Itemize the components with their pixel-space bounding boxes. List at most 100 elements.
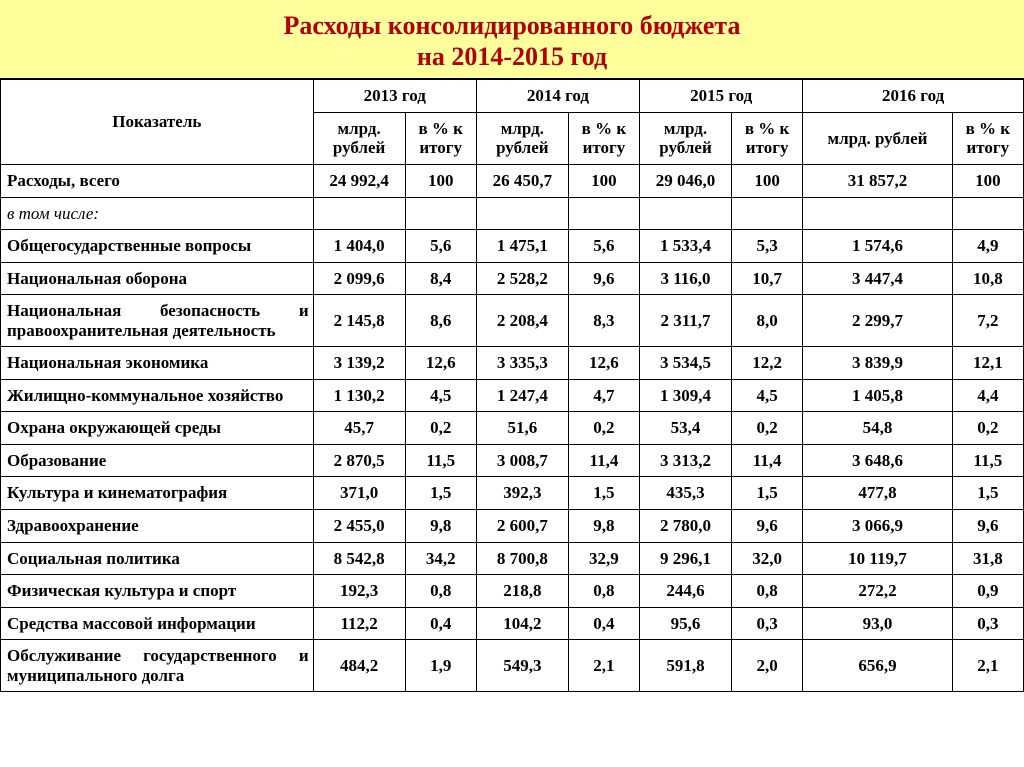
percent-cell: 8,0 [732,295,803,347]
header-sub-percent: в % к итогу [952,112,1023,164]
percent-cell: 12,6 [568,347,639,380]
header-year-2013: 2013 год [313,80,476,113]
value-cell: 392,3 [476,477,568,510]
percent-cell: 100 [405,165,476,198]
empty-cell [313,197,405,230]
percent-cell: 0,2 [952,412,1023,445]
percent-cell: 10,7 [732,262,803,295]
table-head: Показатель 2013 год 2014 год 2015 год 20… [1,80,1024,165]
percent-cell: 31,8 [952,542,1023,575]
title-line-2: на 2014-2015 год [0,41,1024,72]
value-cell: 104,2 [476,607,568,640]
header-sub-percent: в % к итогу [568,112,639,164]
row-label: в том числе: [1,197,314,230]
table-row: Средства массовой информации112,20,4104,… [1,607,1024,640]
value-cell: 1 475,1 [476,230,568,263]
percent-cell: 4,9 [952,230,1023,263]
header-sub-percent: в % к итогу [732,112,803,164]
value-cell: 53,4 [640,412,732,445]
row-label: Культура и кинематография [1,477,314,510]
empty-cell [568,197,639,230]
value-cell: 2 208,4 [476,295,568,347]
table-row: Социальная политика8 542,834,28 700,832,… [1,542,1024,575]
percent-cell: 9,6 [568,262,639,295]
value-cell: 1 247,4 [476,379,568,412]
value-cell: 656,9 [803,640,952,692]
row-label: Охрана окружающей среды [1,412,314,445]
row-label: Социальная политика [1,542,314,575]
percent-cell: 100 [952,165,1023,198]
percent-cell: 1,5 [405,477,476,510]
value-cell: 218,8 [476,575,568,608]
value-cell: 45,7 [313,412,405,445]
value-cell: 8 700,8 [476,542,568,575]
value-cell: 2 455,0 [313,510,405,543]
empty-cell [476,197,568,230]
header-sub-percent: в % к итогу [405,112,476,164]
table-row: Национальная экономика3 139,212,63 335,3… [1,347,1024,380]
table-row: Культура и кинематография371,01,5392,31,… [1,477,1024,510]
value-cell: 2 311,7 [640,295,732,347]
percent-cell: 4,4 [952,379,1023,412]
value-cell: 2 145,8 [313,295,405,347]
value-cell: 3 534,5 [640,347,732,380]
percent-cell: 12,2 [732,347,803,380]
value-cell: 435,3 [640,477,732,510]
value-cell: 2 299,7 [803,295,952,347]
percent-cell: 8,4 [405,262,476,295]
header-sub-value: млрд. рублей [640,112,732,164]
header-sub-value: млрд. рублей [476,112,568,164]
header-sub-value: млрд. рублей [313,112,405,164]
value-cell: 477,8 [803,477,952,510]
value-cell: 8 542,8 [313,542,405,575]
value-cell: 10 119,7 [803,542,952,575]
header-year-2015: 2015 год [640,80,803,113]
value-cell: 3 648,6 [803,444,952,477]
value-cell: 272,2 [803,575,952,608]
percent-cell: 9,6 [732,510,803,543]
table-row: Общегосударственные вопросы1 404,05,61 4… [1,230,1024,263]
value-cell: 1 130,2 [313,379,405,412]
table-row: Обслуживание государственного и муниципа… [1,640,1024,692]
percent-cell: 32,9 [568,542,639,575]
percent-cell: 100 [568,165,639,198]
percent-cell: 11,4 [568,444,639,477]
percent-cell: 0,8 [405,575,476,608]
value-cell: 371,0 [313,477,405,510]
percent-cell: 5,6 [405,230,476,263]
value-cell: 2 780,0 [640,510,732,543]
value-cell: 29 046,0 [640,165,732,198]
percent-cell: 1,5 [568,477,639,510]
value-cell: 1 405,8 [803,379,952,412]
percent-cell: 0,8 [568,575,639,608]
title-band: Расходы консолидированного бюджета на 20… [0,0,1024,79]
value-cell: 112,2 [313,607,405,640]
value-cell: 2 600,7 [476,510,568,543]
row-label: Обслуживание государственного и муниципа… [1,640,314,692]
value-cell: 26 450,7 [476,165,568,198]
value-cell: 93,0 [803,607,952,640]
percent-cell: 12,6 [405,347,476,380]
value-cell: 1 404,0 [313,230,405,263]
row-label: Образование [1,444,314,477]
value-cell: 3 116,0 [640,262,732,295]
table-row: Национальная безопасность и правоохранит… [1,295,1024,347]
percent-cell: 11,5 [405,444,476,477]
value-cell: 95,6 [640,607,732,640]
percent-cell: 2,1 [568,640,639,692]
percent-cell: 9,8 [405,510,476,543]
value-cell: 24 992,4 [313,165,405,198]
empty-cell [640,197,732,230]
percent-cell: 0,3 [732,607,803,640]
percent-cell: 32,0 [732,542,803,575]
row-label: Национальная экономика [1,347,314,380]
value-cell: 2 528,2 [476,262,568,295]
percent-cell: 4,5 [405,379,476,412]
percent-cell: 0,2 [568,412,639,445]
percent-cell: 1,5 [732,477,803,510]
row-label: Национальная безопасность и правоохранит… [1,295,314,347]
empty-cell [952,197,1023,230]
percent-cell: 9,8 [568,510,639,543]
percent-cell: 1,9 [405,640,476,692]
percent-cell: 100 [732,165,803,198]
